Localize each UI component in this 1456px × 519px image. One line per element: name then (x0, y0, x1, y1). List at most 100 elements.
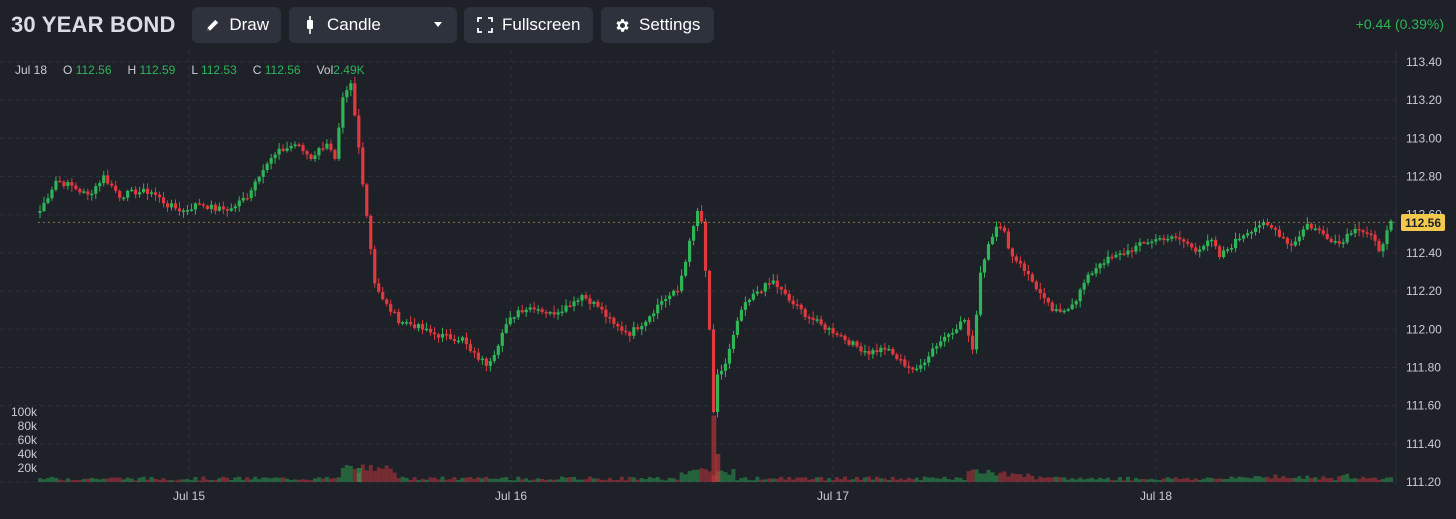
candle-body (377, 283, 381, 292)
volume-bar (560, 476, 565, 482)
candle-body (600, 306, 604, 310)
candle-body (460, 337, 465, 341)
candle-body (297, 144, 301, 146)
volume-bar (1249, 478, 1254, 482)
volume-bar (45, 477, 50, 482)
candle-body (723, 363, 728, 371)
candle-body (1014, 256, 1018, 262)
volume-bar (324, 476, 329, 482)
candle-body (1054, 309, 1058, 311)
volume-bar (990, 472, 995, 482)
volume-tick-label: 40k (18, 447, 38, 461)
candle-body (919, 365, 923, 369)
volume-bar (432, 477, 437, 482)
draw-button[interactable]: Draw (192, 7, 281, 43)
candle-body (1066, 309, 1070, 311)
candle-body (341, 97, 345, 128)
volume-bar (1389, 477, 1393, 482)
candle-body (588, 298, 592, 304)
candle-body (1110, 256, 1114, 259)
volume-bar (1042, 477, 1047, 482)
chart-type-dropdown[interactable]: Candle (289, 7, 457, 43)
candle-body (1353, 228, 1357, 234)
candle-body (819, 319, 823, 325)
candle-body (516, 310, 520, 318)
candle-body (887, 348, 891, 351)
candle-body (907, 366, 911, 368)
volume-bar (986, 469, 991, 482)
candle-body (153, 192, 158, 195)
volume-bar (1353, 478, 1358, 482)
candle-body (1301, 229, 1305, 237)
candle-body (1241, 235, 1246, 239)
volume-bar (1361, 476, 1366, 482)
candle-body (38, 210, 42, 213)
volume-bar (787, 476, 792, 482)
candle-body (1050, 302, 1054, 311)
candle-body (755, 291, 759, 294)
candle-body (998, 226, 1003, 229)
volume-bar (918, 480, 923, 482)
volume-bar (731, 468, 736, 482)
volume-bar (253, 476, 258, 482)
candle-body (668, 295, 672, 300)
candle-body (540, 309, 544, 312)
candle-body (962, 320, 967, 322)
volume-bar (1293, 477, 1298, 482)
candle-body (883, 347, 887, 350)
volume-bar (141, 476, 146, 482)
volume-bar (607, 478, 612, 482)
volume-bar (791, 479, 796, 482)
volume-bar (1074, 479, 1079, 482)
candle-body (357, 115, 361, 148)
volume-bar (1305, 475, 1310, 482)
volume-bar (372, 471, 377, 482)
candlestick-chart[interactable]: 113.40113.20113.00112.80112.60112.40112.… (0, 50, 1456, 519)
x-tick-label: Jul 17 (817, 489, 849, 503)
chart-type-label: Candle (327, 15, 381, 34)
candle-body (281, 148, 285, 151)
candle-body (1325, 233, 1329, 239)
volume-bar (603, 480, 608, 482)
candle-body (1194, 247, 1198, 252)
volume-bar (1241, 477, 1246, 482)
volume-bar (811, 478, 816, 482)
volume-bar (763, 479, 768, 482)
volume-bar (962, 480, 967, 482)
volume-bar (1070, 478, 1075, 482)
candle-body (1018, 261, 1022, 264)
candle-body (859, 346, 863, 352)
volume-bar (847, 479, 851, 482)
candle-body (947, 334, 951, 337)
volume-bar (249, 479, 254, 482)
volume-bar (153, 478, 158, 482)
settings-button[interactable]: Settings (601, 7, 714, 43)
volume-bar (651, 478, 656, 482)
candle-body (1102, 263, 1106, 265)
volume-bar (974, 469, 979, 482)
candle-body (277, 148, 281, 155)
candle-body (249, 190, 253, 199)
volume-bar (424, 479, 429, 482)
volume-bar (1301, 478, 1306, 482)
candle-body (46, 198, 50, 203)
candle-body (1245, 233, 1250, 236)
open-label: O (63, 63, 73, 77)
volume-bar (942, 476, 947, 482)
candle-body (1006, 231, 1011, 249)
candle-body (1273, 227, 1278, 230)
candle-body (1341, 242, 1345, 244)
candle-body (1114, 254, 1118, 258)
candle-body (197, 203, 201, 205)
volume-bar (1329, 477, 1334, 482)
volume-bar (1253, 476, 1258, 482)
volume-bar (950, 479, 955, 482)
candle-body (970, 335, 975, 350)
volume-bar (444, 479, 449, 482)
volume-bar (1309, 478, 1314, 482)
candle-body (931, 348, 935, 357)
fullscreen-button[interactable]: Fullscreen (464, 7, 593, 43)
volume-bar (456, 479, 461, 482)
candle-body (982, 259, 987, 273)
candle-body (763, 283, 767, 292)
